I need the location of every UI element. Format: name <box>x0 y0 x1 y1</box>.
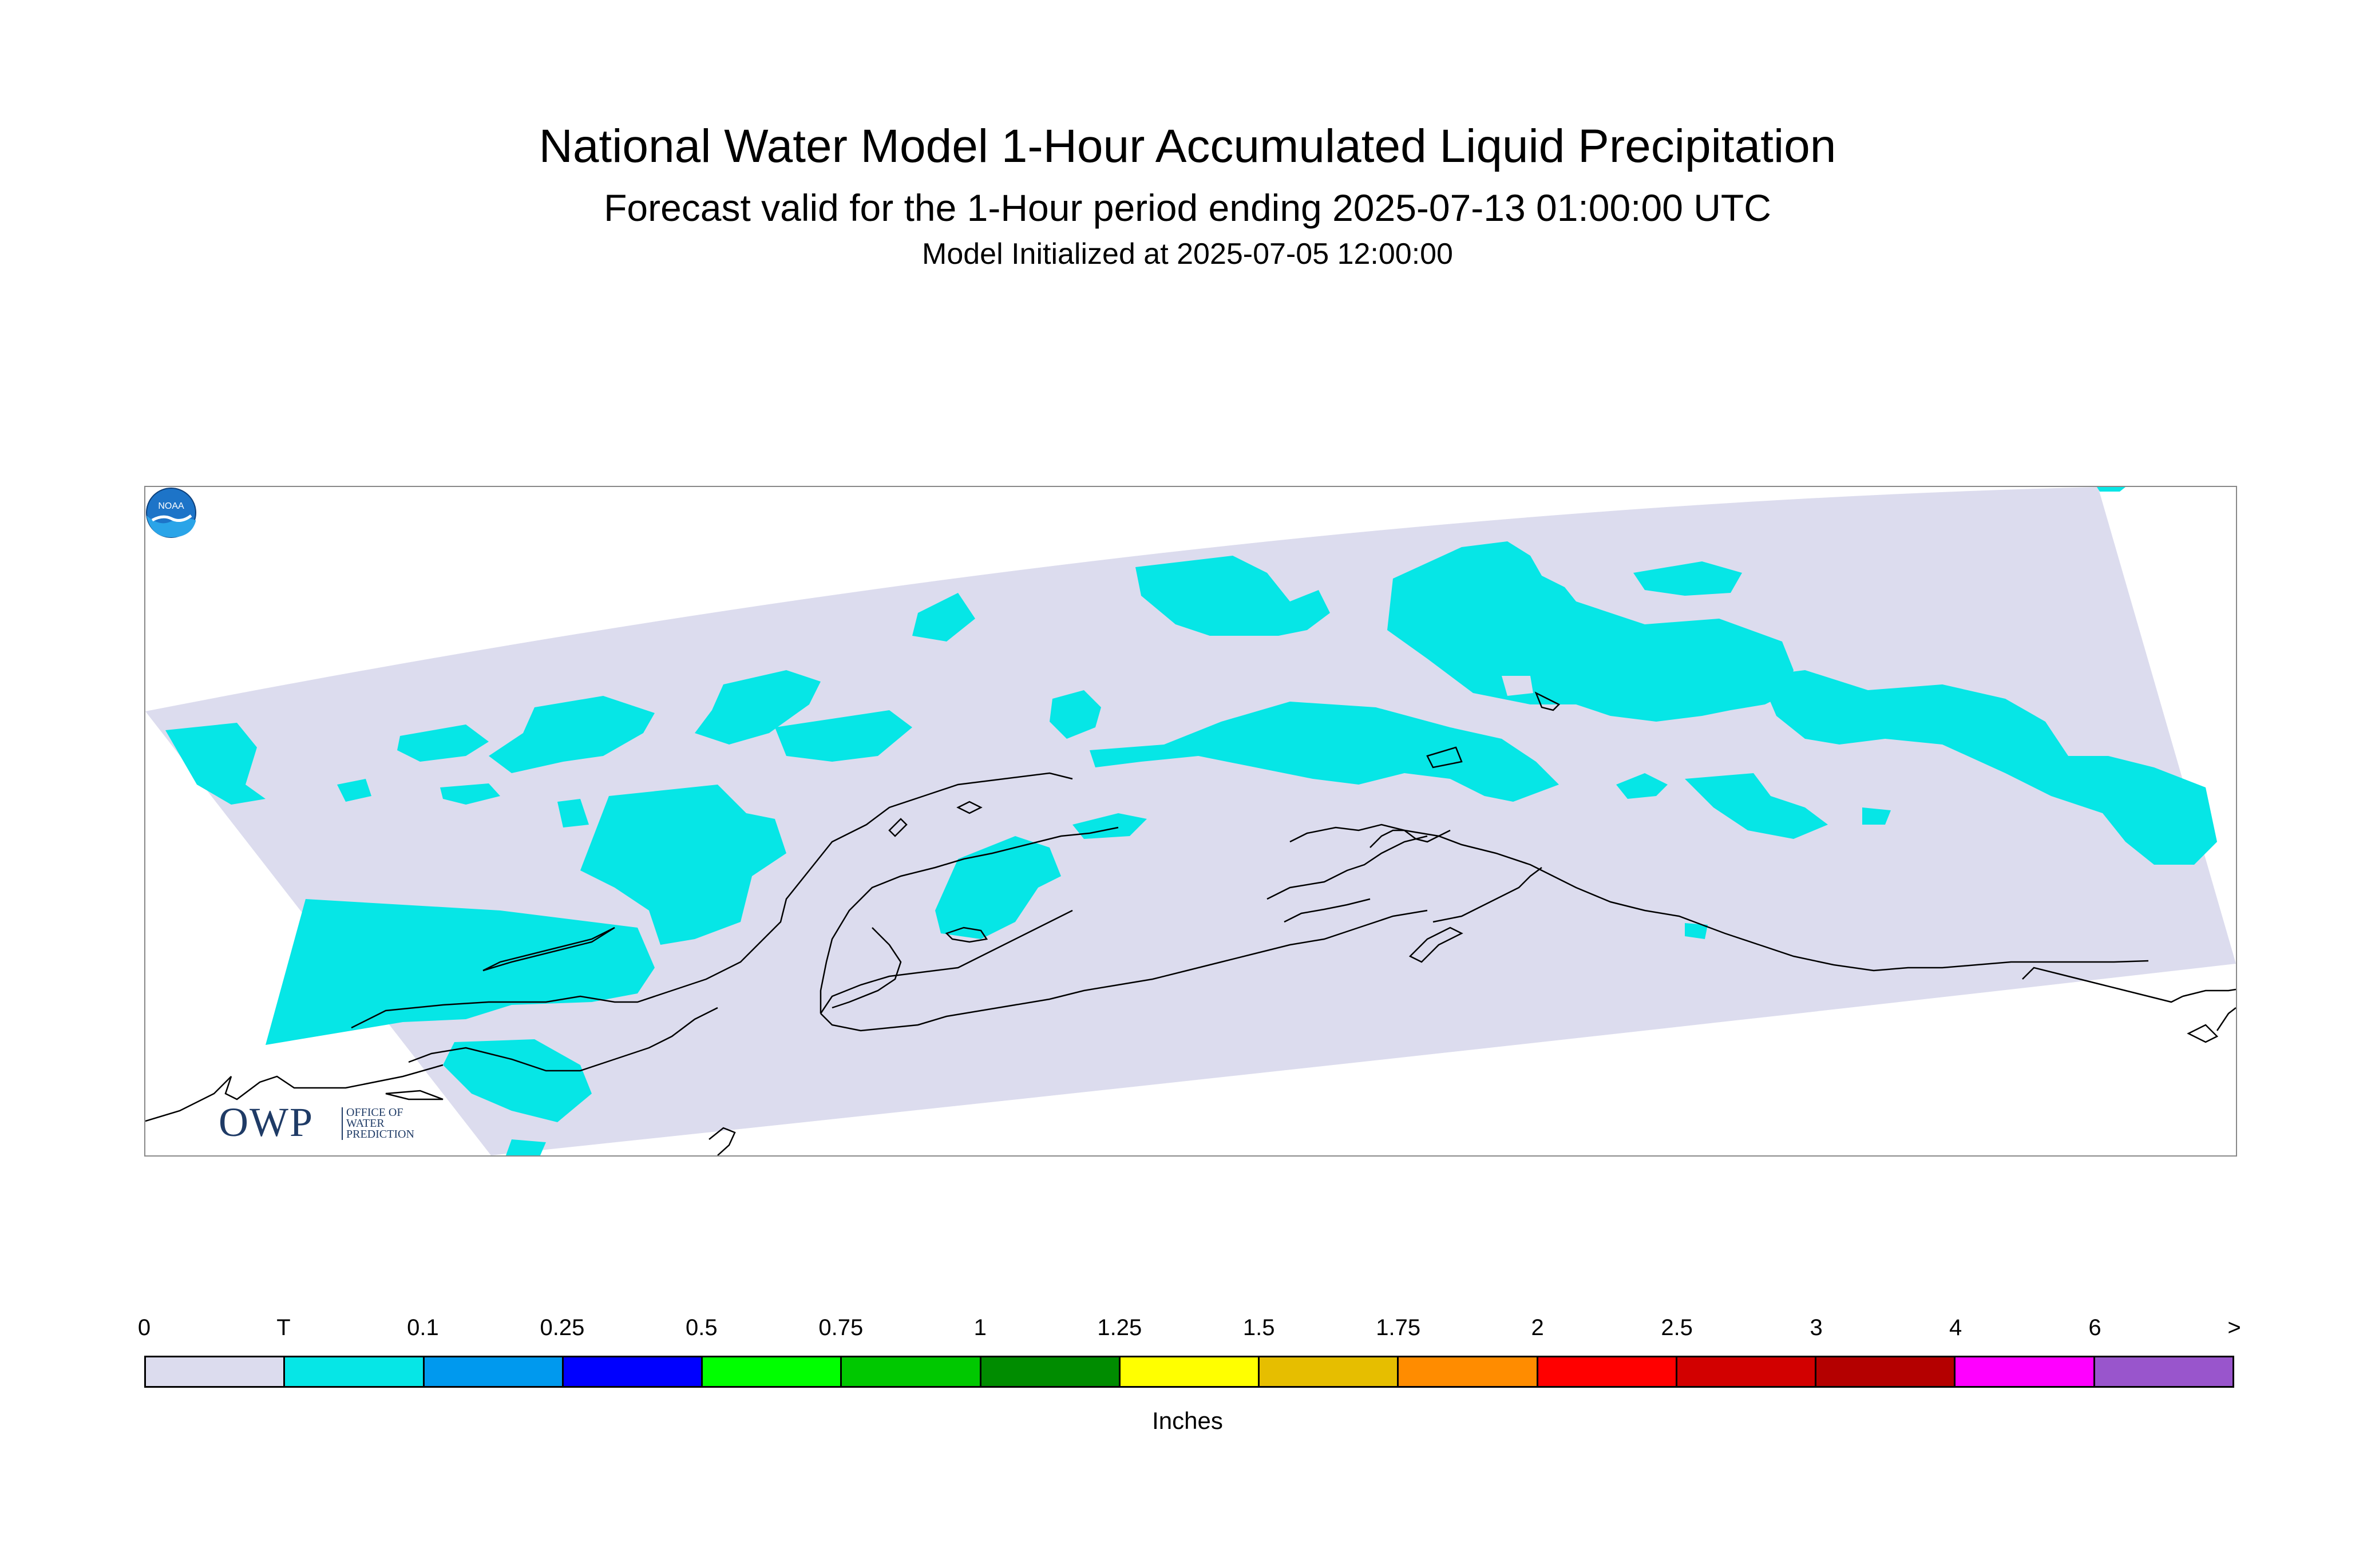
legend-tick-label: 0.5 <box>686 1315 718 1340</box>
coastline <box>956 801 983 814</box>
legend-swatch <box>842 1357 981 1386</box>
coastline <box>1266 835 1428 900</box>
coastline <box>408 1007 718 1072</box>
coastline <box>145 1064 444 1122</box>
model-init-line: Model Initialized at 2025-07-05 12:00:00 <box>922 237 1453 271</box>
owp-logo: OWP OFFICE OF WATER PREDICTION <box>219 1099 436 1145</box>
legend-colorbar <box>144 1356 2234 1388</box>
legend-swatch <box>424 1357 564 1386</box>
precip-area <box>443 1039 592 1122</box>
legend-swatch <box>2095 1357 2232 1386</box>
precip-area <box>935 836 1061 939</box>
precip-area <box>1050 690 1101 739</box>
precip-area <box>440 783 500 805</box>
legend-swatch <box>1399 1357 1538 1386</box>
map-panel: OWP OFFICE OF WATER PREDICTION NOAA <box>144 486 2237 1157</box>
coastline <box>1534 691 1561 711</box>
legend-swatch <box>703 1357 842 1386</box>
coastline <box>832 927 902 1009</box>
legend-tick-label: 2.5 <box>1661 1315 1693 1340</box>
precip-area <box>506 1139 546 1155</box>
legend-tick-label: 1 <box>973 1315 987 1340</box>
legend-swatch <box>1816 1357 1956 1386</box>
legend-tick-label: 2 <box>1531 1315 1544 1340</box>
precip-area <box>489 696 655 773</box>
legend-tick-label: 1.5 <box>1242 1315 1275 1340</box>
legend-tick-label: 3 <box>1810 1315 1823 1340</box>
precip-area <box>1135 556 1330 636</box>
legend-tick-label: 0.1 <box>407 1315 439 1340</box>
coastline <box>1426 746 1463 769</box>
coastline <box>1369 829 1451 848</box>
map-title: National Water Model 1-Hour Accumulated … <box>539 120 1836 172</box>
noaa-logo-text: NOAA <box>158 501 184 511</box>
legend-tick-label: 0 <box>137 1315 151 1340</box>
legend-swatch <box>1260 1357 1399 1386</box>
legend-swatch <box>1677 1357 1817 1386</box>
coastline <box>820 909 1073 1014</box>
coastline <box>2022 967 2183 1003</box>
legend-tick-label: 6 <box>2088 1315 2101 1340</box>
legend-swatch <box>1538 1357 1677 1386</box>
coastline <box>2216 1007 2236 1031</box>
coastlines <box>145 691 2236 1155</box>
precip-area <box>695 670 821 745</box>
legend-swatch <box>285 1357 425 1386</box>
coastline <box>2187 1024 2219 1043</box>
owp-logo-letters: OWP <box>219 1099 314 1145</box>
owp-logo-text: OFFICE OF WATER PREDICTION <box>342 1107 414 1140</box>
legend-tick-label: T <box>276 1315 291 1340</box>
legend-tick-label: 0.75 <box>818 1315 864 1340</box>
coastline <box>1432 867 1542 923</box>
owp-logo-line: OFFICE OF <box>346 1106 403 1119</box>
precip-area <box>1685 923 1708 939</box>
legend-tick-label: 1.25 <box>1097 1315 1142 1340</box>
legend-swatch <box>563 1357 703 1386</box>
coastline <box>1408 926 1463 963</box>
owp-logo-line: WATER <box>346 1117 385 1130</box>
legend-tick-label: 4 <box>1949 1315 1962 1340</box>
precip-area <box>1090 702 1559 802</box>
coastline <box>385 1090 444 1100</box>
legend-swatch <box>1120 1357 1260 1386</box>
coastline <box>820 826 1119 1013</box>
precip-area <box>397 724 489 762</box>
precip-area <box>1633 561 1742 596</box>
precip-area <box>1759 670 2217 865</box>
precip-area <box>1387 541 1794 722</box>
precip-area <box>775 710 912 762</box>
precip-area <box>1862 807 1891 825</box>
coastline <box>1289 823 2149 972</box>
legend-swatch <box>1956 1357 2095 1386</box>
legend-swatch <box>981 1357 1121 1386</box>
legend-tick-label: 0.25 <box>540 1315 585 1340</box>
noaa-logo: NOAA <box>146 488 196 538</box>
precip-area <box>1616 773 1668 799</box>
coastline <box>820 909 1428 1032</box>
forecast-valid-subtitle: Forecast valid for the 1-Hour period end… <box>604 187 1771 229</box>
coastline <box>708 1127 736 1155</box>
coastline <box>351 772 1073 1029</box>
coastline <box>1284 898 1371 923</box>
legend-tick-label: 1.75 <box>1376 1315 1421 1340</box>
coastline <box>482 926 615 972</box>
coastline <box>888 818 908 837</box>
precip-area <box>912 593 975 642</box>
legend-tick-label: > <box>2227 1315 2241 1340</box>
map-canvas <box>145 487 2236 1155</box>
precip-area <box>580 785 786 945</box>
precip-area <box>337 779 371 802</box>
dry-pocket <box>1502 676 1533 696</box>
dry-pockets <box>1502 676 1533 696</box>
precip-area <box>266 899 655 1045</box>
legend-swatch <box>146 1357 286 1386</box>
precip-area <box>2097 487 2125 492</box>
precip-area <box>557 799 589 827</box>
coastline <box>2182 988 2236 997</box>
precip-area <box>165 723 266 805</box>
coastline <box>945 926 988 943</box>
legend-units: Inches <box>1152 1407 1223 1434</box>
precip-area <box>1685 773 1828 839</box>
owp-logo-line: PREDICTION <box>346 1128 414 1141</box>
